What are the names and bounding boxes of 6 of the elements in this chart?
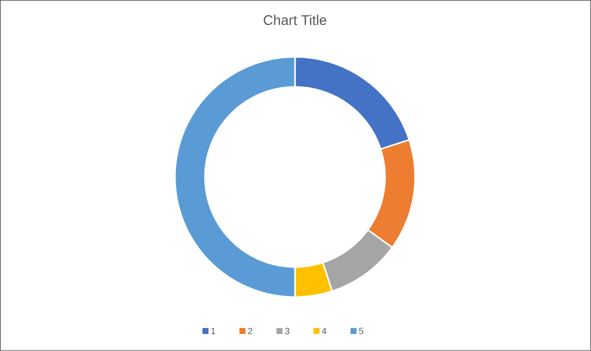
legend-label: 4 [322,328,326,334]
legend-label: 2 [248,328,252,334]
legend-label: 5 [359,328,364,334]
legend-label: 1 [211,328,216,334]
chart-title: Chart Title [264,14,326,26]
legend-label: 3 [285,328,290,334]
